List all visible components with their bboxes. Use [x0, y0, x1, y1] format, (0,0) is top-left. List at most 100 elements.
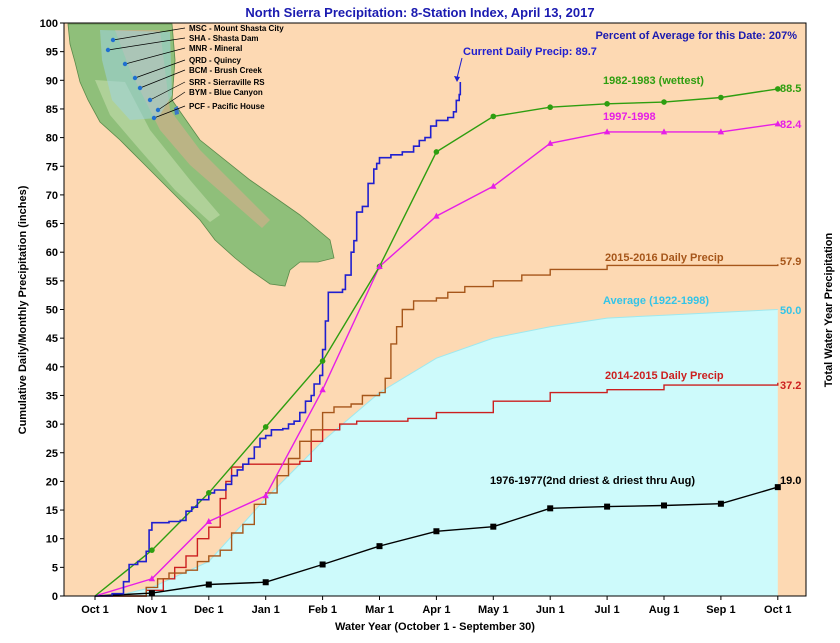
- series-total-2015-2016: 57.9: [780, 256, 801, 268]
- x-tick-label: May 1: [478, 604, 509, 616]
- y-tick-label: 25: [46, 448, 58, 460]
- y-tick-label: 45: [46, 333, 58, 345]
- data-point-1976-1977: [490, 523, 497, 530]
- y-tick-label: 85: [46, 104, 58, 116]
- current-precip-pointer: [456, 57, 463, 79]
- series-label-2015-2016: 2015-2016 Daily Precip: [605, 252, 724, 264]
- average-area: [95, 309, 778, 596]
- station-marker: [132, 75, 138, 81]
- series-markers: [148, 86, 781, 597]
- series-label-1976-1977: 1976-1977(2nd driest & driest thru Aug): [490, 475, 695, 487]
- y-tick-label: 55: [46, 276, 58, 288]
- station-label: BCM - Brush Creek: [189, 66, 262, 75]
- station-leader: [157, 91, 186, 111]
- station-label: MSC - Mount Shasta City: [189, 24, 284, 33]
- data-point-1982-1983: [206, 490, 212, 496]
- data-point-1997-1998: [717, 128, 725, 135]
- data-point-1982-1983: [547, 104, 553, 111]
- y-tick-label: 0: [52, 591, 58, 603]
- current-precip-arrowhead: [454, 76, 460, 82]
- average-area-edge: [94, 309, 778, 597]
- data-point-1982-1983: [718, 94, 724, 101]
- data-point-1997-1998: [148, 575, 156, 582]
- y-tick-label: 80: [46, 133, 58, 145]
- data-point-1976-1977: [661, 502, 667, 509]
- data-point-1976-1977: [547, 505, 554, 512]
- data-point-1976-1977: [717, 500, 724, 507]
- data-point-1997-1998: [774, 120, 781, 127]
- y-tick-label: 30: [46, 419, 58, 431]
- x-tick-label: Aug 1: [649, 604, 680, 616]
- series-label-1982-1983: 1982-1983 (wettest): [603, 75, 704, 87]
- series-line-2014-2015: [95, 382, 779, 597]
- station-leader: [112, 27, 186, 41]
- station-marker: [151, 115, 157, 121]
- y-tick-label: 70: [46, 190, 58, 202]
- station-label: PCF - Pacific House: [189, 102, 265, 111]
- x-tick-label: Feb 1: [308, 604, 337, 616]
- station-leader: [149, 81, 186, 101]
- station-marker: [105, 47, 111, 53]
- series-label-1997-1998: 1997-1998: [603, 111, 656, 123]
- station-leader: [153, 105, 186, 119]
- station-leader: [139, 69, 186, 89]
- data-point-1997-1998: [547, 139, 554, 146]
- series-line-current: [95, 82, 462, 597]
- lake-tahoe: [174, 106, 179, 115]
- series-total-1997-1998: 82.4: [780, 119, 802, 131]
- station-label: BYM - Blue Canyon: [189, 88, 263, 97]
- y-tick-label: 60: [46, 247, 58, 259]
- data-point-1976-1977: [604, 503, 611, 510]
- station-leader: [107, 37, 186, 51]
- chart-title: North Sierra Precipitation: 8-Station In…: [245, 5, 594, 20]
- x-tick-label: Oct 1: [81, 604, 109, 616]
- data-point-1982-1983: [604, 100, 610, 107]
- station-marker: [147, 97, 153, 103]
- index-region: [100, 30, 172, 120]
- x-tick-label: Jul 1: [595, 604, 620, 616]
- series-total-1976-1977: 19.0: [780, 475, 801, 487]
- data-point-1976-1977: [319, 561, 326, 568]
- y-tick-label: 95: [46, 47, 58, 59]
- y-tick-label: 5: [52, 562, 58, 574]
- y-tick-label: 50: [46, 305, 58, 317]
- data-point-1976-1977: [433, 528, 440, 535]
- data-point-1997-1998: [660, 128, 668, 135]
- x-tick-label: Nov 1: [137, 604, 167, 616]
- series-total-2014-2015: 37.2: [780, 380, 801, 392]
- station-label: SRR - Sierraville RS: [189, 78, 265, 87]
- x-tick-label: Oct 1: [764, 604, 792, 616]
- y-axis-label: Cumulative Daily/Monthly Precipitation (…: [17, 185, 29, 434]
- station-leader: [124, 47, 186, 65]
- x-tick-label: Mar 1: [365, 604, 394, 616]
- x-tick-label: Jan 1: [252, 604, 280, 616]
- data-point-1982-1983: [262, 424, 269, 430]
- y-axis-ticks: 0 5 10 15 20 25 30 35 40 45 50 55 60 65 70 75 80 85 90 95 10…: [40, 18, 64, 603]
- data-point-1982-1983: [661, 99, 667, 105]
- y-tick-label: 10: [46, 534, 58, 546]
- data-point-1997-1998: [205, 518, 212, 525]
- x-tick-label: Apr 1: [422, 604, 450, 616]
- station-label: MNR - Mineral: [189, 44, 242, 53]
- data-point-1976-1977: [148, 590, 155, 597]
- x-tick-label: Jun 1: [536, 604, 565, 616]
- station-label: SHA - Shasta Dam: [189, 34, 259, 43]
- y-tick-label: 75: [46, 161, 58, 173]
- x-axis-ticks: Oct 1 Nov 1 Dec 1 Jan 1 Feb 1 Mar 1 Apr 1 May 1…: [81, 596, 792, 616]
- y-tick-label: 35: [46, 390, 58, 402]
- data-point-1982-1983: [319, 358, 326, 364]
- data-point-1976-1977: [774, 484, 781, 491]
- station-marker: [122, 61, 128, 67]
- data-point-1976-1977: [262, 579, 269, 586]
- station-leader: [134, 59, 186, 79]
- series-line-2015-2016: [95, 264, 779, 597]
- series-total-average: 50.0: [780, 305, 801, 317]
- data-point-1982-1983: [149, 547, 155, 553]
- data-point-1997-1998: [433, 212, 440, 219]
- data-point-1982-1983: [775, 86, 781, 92]
- station-marker: [137, 85, 143, 91]
- x-tick-label: Dec 1: [194, 604, 223, 616]
- data-point-1982-1983: [490, 113, 497, 120]
